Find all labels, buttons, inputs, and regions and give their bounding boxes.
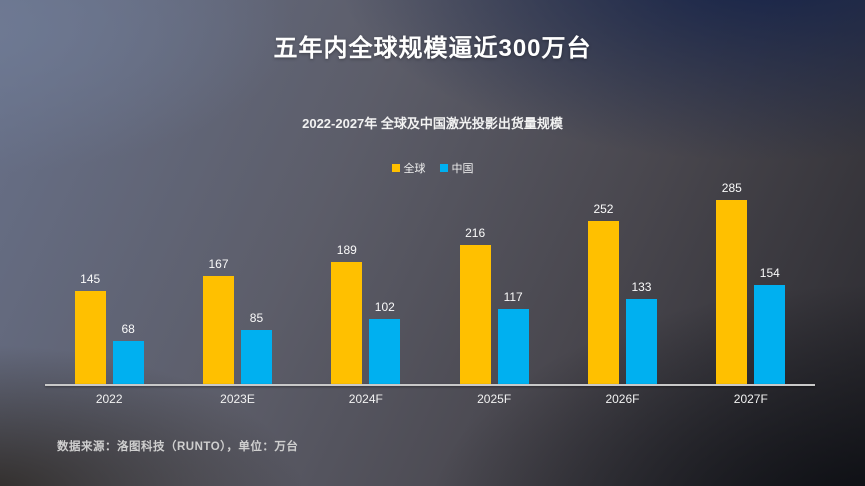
bar-value-label: 117	[503, 290, 523, 304]
bar	[497, 309, 529, 385]
bar-value-label: 189	[336, 243, 357, 257]
chart-title: 2022-2027年 全球及中国激光投影出货量规模	[302, 116, 563, 131]
bar-group: 285 154	[687, 181, 815, 385]
bar-column: 252	[587, 202, 619, 385]
bar-column: 85	[240, 311, 272, 385]
bar	[587, 221, 619, 385]
bar-column: 145	[74, 272, 106, 385]
legend-item: 全球	[391, 160, 426, 176]
bar-column: 117	[497, 290, 529, 385]
bar	[716, 200, 748, 385]
slide-title: 五年内全球规模逼近300万台	[273, 35, 592, 62]
bar	[240, 330, 272, 385]
bar-group: 252 133	[558, 190, 686, 385]
bar	[625, 299, 657, 385]
legend-label: 全球	[403, 163, 426, 175]
bar-column: 133	[625, 280, 657, 385]
bar-value-label: 133	[631, 280, 652, 294]
bar-value-label: 167	[208, 257, 229, 271]
bar-column: 189	[331, 243, 363, 385]
bar-group: 189 102	[302, 190, 430, 385]
x-axis-tick-label: 2025F	[477, 392, 512, 406]
bar-value-label: 68	[121, 322, 135, 336]
bar	[331, 262, 363, 385]
bar	[202, 276, 234, 385]
bar-value-label: 252	[593, 202, 614, 216]
bar-column: 216	[459, 226, 491, 385]
bar	[754, 285, 786, 385]
bar-column: 68	[112, 322, 144, 385]
bar-value-label: 85	[249, 311, 264, 325]
source-note: 数据来源：洛图科技（RUNTO），单位：万台	[57, 441, 299, 453]
legend-swatch-icon	[439, 164, 448, 172]
x-axis-tick-label: 2022	[95, 392, 123, 406]
x-axis-tick-label: 2023E	[220, 392, 255, 406]
x-axis-tick-label: 2026F	[605, 392, 640, 406]
legend-swatch-icon	[391, 164, 400, 172]
bar	[74, 291, 106, 385]
bar-group: 167 85	[173, 190, 301, 385]
bar	[369, 319, 401, 385]
bar-column: 154	[754, 266, 786, 385]
bar-value-label: 102	[374, 300, 395, 314]
bar-value-label: 145	[80, 272, 101, 286]
x-axis-tick-label: 2027F	[733, 392, 768, 406]
x-axis-tick-label: 2024F	[348, 392, 383, 406]
legend-item: 中国	[439, 160, 474, 176]
bar-column: 167	[202, 257, 234, 385]
chart-legend: 全球 中国	[0, 160, 865, 176]
bar	[459, 245, 491, 385]
bar-value-label: 154	[759, 266, 780, 280]
x-axis-labels: 2022 2023E 2024F 2025F 2026F 2027F	[45, 392, 815, 406]
bar-group: 216 117	[430, 190, 558, 385]
bar-column: 102	[369, 300, 401, 385]
legend-label: 中国	[451, 163, 474, 175]
x-axis-line	[45, 384, 815, 386]
bar-value-label: 216	[465, 226, 486, 240]
bar	[112, 341, 144, 385]
bar-value-label: 285	[721, 181, 742, 195]
bar-group: 145 68	[45, 190, 173, 385]
plot-area: 145 68 167 85 189 102 216 117 252 133 285 154	[45, 181, 815, 385]
bar-column: 285	[716, 181, 748, 385]
